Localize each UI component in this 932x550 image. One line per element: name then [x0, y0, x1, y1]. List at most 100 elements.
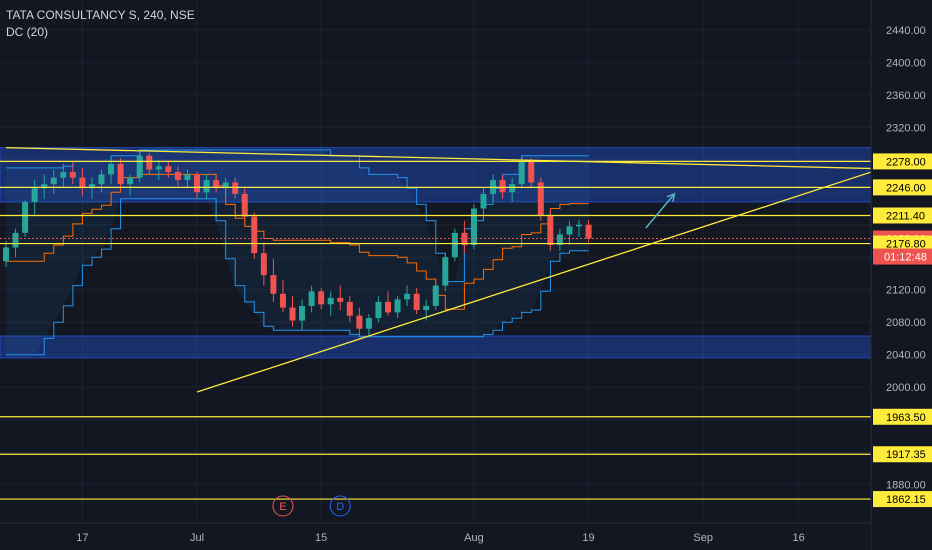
- countdown-label: 01:12:48: [884, 252, 927, 264]
- candle-body: [318, 291, 325, 305]
- candle-body: [98, 174, 105, 185]
- candle-body: [537, 182, 544, 215]
- candle-body: [404, 293, 411, 300]
- event-marker-e[interactable]: [272, 495, 294, 517]
- candle-body: [222, 182, 229, 189]
- candle-body: [146, 155, 153, 170]
- price-tag-label: 2176.80: [886, 239, 926, 251]
- candlestick-series: [3, 150, 592, 337]
- candle-body: [509, 184, 516, 193]
- arrow-head-icon[interactable]: [666, 192, 676, 202]
- zone-rect: [0, 335, 872, 359]
- countdown-tag: [873, 248, 932, 265]
- candle-body: [432, 285, 439, 306]
- candle-body: [556, 234, 563, 246]
- candle-body: [117, 163, 124, 185]
- price-tag[interactable]: [873, 179, 932, 196]
- candle-body: [566, 226, 573, 235]
- price-tag[interactable]: [873, 446, 932, 463]
- price-tag-label: 2211.40: [886, 210, 925, 222]
- candle-body: [60, 171, 67, 178]
- candle-body: [375, 301, 382, 319]
- price-axis[interactable]: 2440.00 2400.00 2360.00 2320.00 2120.00 2080.…: [870, 0, 932, 550]
- candle-body: [470, 208, 477, 246]
- price-tick-label: 2400.00: [886, 57, 926, 69]
- candle-body: [127, 177, 134, 185]
- candle-body: [31, 188, 38, 203]
- time-tick-label: 16: [793, 532, 805, 544]
- time-axis-bg: [0, 523, 871, 550]
- candle-body: [576, 224, 582, 227]
- price-tick-label: 2440.00: [886, 25, 926, 37]
- price-tag[interactable]: [873, 491, 932, 508]
- symbol-title[interactable]: TATA CONSULTANCY S, 240, NSE: [6, 8, 195, 22]
- donchian-lower-line: [6, 198, 589, 356]
- price-tick-label: 2320.00: [886, 122, 926, 134]
- candle-body: [88, 184, 95, 189]
- price-tick-label: 2120.00: [886, 285, 926, 297]
- candle-body: [41, 184, 48, 189]
- trendline-drawings[interactable]: [5, 146, 914, 393]
- time-tick-label: 17: [76, 532, 88, 544]
- candle-body: [3, 247, 9, 262]
- candle-body: [22, 202, 29, 233]
- projection-arrow[interactable]: [645, 193, 676, 229]
- candle-body: [12, 232, 19, 248]
- candle-body: [270, 275, 277, 294]
- price-tag[interactable]: [873, 153, 932, 170]
- event-marker-label: E: [279, 501, 286, 513]
- candle-body: [442, 257, 449, 286]
- candle-body: [394, 299, 401, 313]
- price-tag[interactable]: [873, 408, 932, 425]
- candle-body: [289, 307, 296, 321]
- price-tick-label: 2040.00: [886, 350, 926, 362]
- trendline[interactable]: [5, 146, 914, 171]
- candle-body: [50, 177, 57, 185]
- donchian-basis-line: [6, 173, 589, 310]
- price-tag[interactable]: [873, 207, 932, 224]
- price-tick-label: 2000.00: [886, 382, 926, 394]
- horizontal-levels: [0, 160, 871, 500]
- candle-body: [184, 174, 191, 181]
- donchian-fill: [6, 150, 589, 355]
- candle-body: [356, 315, 363, 329]
- candle-body: [518, 161, 525, 185]
- price-tag-label: 1862.15: [886, 494, 926, 506]
- candle-body: [251, 216, 258, 254]
- time-tick-label: Jul: [190, 532, 204, 544]
- price-tick-label: 1880.00: [886, 480, 926, 492]
- supply-demand-zones: [0, 147, 872, 359]
- candle-body: [451, 232, 458, 258]
- candle-body: [547, 214, 554, 246]
- candle-body: [260, 253, 267, 276]
- event-marker-d[interactable]: [329, 495, 351, 517]
- chart-legend: TATA CONSULTANCY S, 240, NSE DC (20): [6, 7, 195, 41]
- time-tick-label: Aug: [464, 532, 484, 544]
- candle-body: [155, 166, 162, 170]
- candle-body: [232, 182, 239, 194]
- price-axis-bg: [871, 0, 932, 550]
- candle-body: [413, 293, 420, 310]
- candle-body: [308, 291, 315, 306]
- time-tick-label: Sep: [693, 532, 713, 544]
- trendline[interactable]: [196, 160, 904, 393]
- candle-body: [327, 297, 334, 305]
- grid-lines: [0, 0, 871, 521]
- price-tag-label: 1917.35: [886, 449, 926, 461]
- candle-body: [337, 297, 344, 302]
- candle-body: [279, 293, 286, 308]
- price-tick-label: 2080.00: [886, 317, 926, 329]
- candle-body: [241, 193, 248, 217]
- time-tick-label: 15: [315, 532, 327, 544]
- candle-body: [423, 305, 430, 310]
- price-tag[interactable]: [873, 235, 932, 252]
- candle-body: [69, 171, 76, 178]
- indicator-label[interactable]: DC (20): [6, 25, 49, 39]
- candle-body: [203, 180, 210, 193]
- candle-body: [528, 161, 535, 183]
- candle-body: [365, 318, 372, 329]
- time-axis[interactable]: 17 Jul 15 Aug 19 Sep 16: [0, 522, 871, 550]
- price-tick-label: 2360.00: [886, 90, 926, 102]
